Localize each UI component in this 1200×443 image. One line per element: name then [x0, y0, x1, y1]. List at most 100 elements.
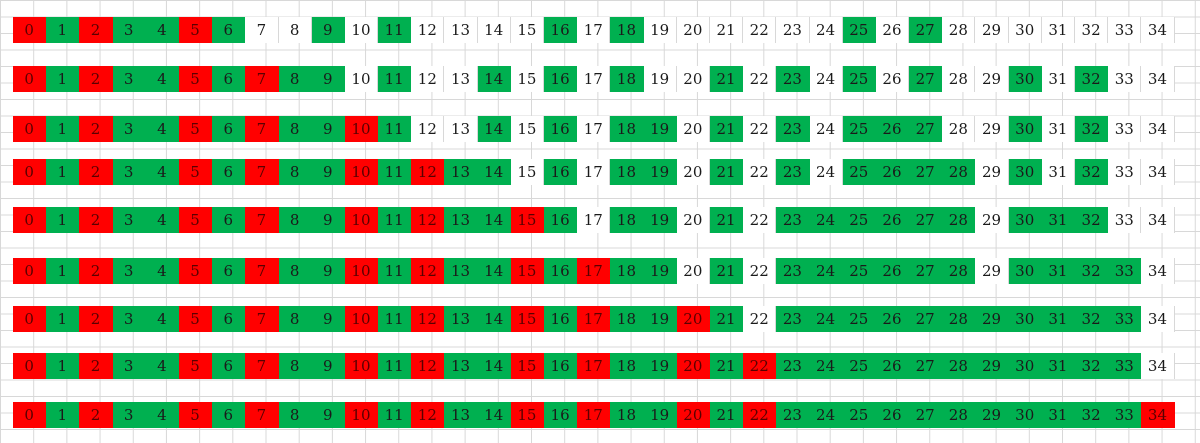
- number-cell[interactable]: 25: [842, 159, 876, 185]
- number-cell[interactable]: 30: [1008, 159, 1042, 185]
- number-cell[interactable]: 32: [1075, 402, 1109, 428]
- number-cell[interactable]: 18: [610, 353, 644, 379]
- number-cell[interactable]: 15: [510, 258, 544, 284]
- number-cell[interactable]: 20: [676, 66, 710, 92]
- number-cell[interactable]: 0: [13, 159, 47, 185]
- number-cell[interactable]: 29: [975, 306, 1009, 332]
- number-cell[interactable]: 33: [1108, 66, 1142, 92]
- number-cell[interactable]: 8: [278, 207, 312, 233]
- number-cell[interactable]: 26: [875, 66, 910, 92]
- number-cell[interactable]: 23: [776, 116, 810, 142]
- number-cell[interactable]: 8: [278, 258, 312, 284]
- number-cell[interactable]: 15: [510, 207, 544, 233]
- number-cell[interactable]: 1: [46, 116, 80, 142]
- number-cell[interactable]: 7: [245, 17, 279, 43]
- number-cell[interactable]: 28: [942, 402, 976, 428]
- number-cell[interactable]: 28: [942, 17, 976, 43]
- number-cell[interactable]: 10: [344, 207, 379, 233]
- number-cell[interactable]: 11: [378, 159, 412, 185]
- number-cell[interactable]: 2: [79, 116, 113, 142]
- number-cell[interactable]: 33: [1108, 258, 1142, 284]
- number-cell[interactable]: 25: [842, 402, 876, 428]
- number-cell[interactable]: 17: [577, 159, 611, 185]
- number-cell[interactable]: 34: [1141, 207, 1175, 233]
- number-cell[interactable]: 11: [378, 116, 412, 142]
- number-cell[interactable]: 3: [112, 402, 146, 428]
- number-cell[interactable]: 25: [842, 258, 876, 284]
- number-cell[interactable]: 11: [378, 402, 412, 428]
- number-cell[interactable]: 8: [278, 116, 312, 142]
- number-cell[interactable]: 17: [577, 116, 611, 142]
- number-cell[interactable]: 31: [1041, 116, 1075, 142]
- number-cell[interactable]: 7: [245, 402, 279, 428]
- number-cell[interactable]: 4: [145, 207, 179, 233]
- number-cell[interactable]: 3: [112, 17, 146, 43]
- number-cell[interactable]: 1: [46, 402, 80, 428]
- number-cell[interactable]: 26: [875, 116, 910, 142]
- number-cell[interactable]: 25: [842, 116, 876, 142]
- number-cell[interactable]: 3: [112, 66, 146, 92]
- number-cell[interactable]: 30: [1008, 258, 1042, 284]
- number-cell[interactable]: 21: [709, 402, 744, 428]
- number-cell[interactable]: 14: [477, 306, 511, 332]
- number-cell[interactable]: 29: [975, 207, 1009, 233]
- number-cell[interactable]: 14: [477, 207, 511, 233]
- number-cell[interactable]: 21: [709, 17, 744, 43]
- number-cell[interactable]: 29: [975, 258, 1009, 284]
- number-cell[interactable]: 23: [776, 66, 810, 92]
- number-cell[interactable]: 22: [743, 116, 777, 142]
- number-cell[interactable]: 16: [544, 66, 578, 92]
- number-cell[interactable]: 12: [411, 306, 445, 332]
- number-cell[interactable]: 2: [79, 207, 113, 233]
- number-cell[interactable]: 32: [1075, 159, 1109, 185]
- number-cell[interactable]: 22: [743, 159, 777, 185]
- number-cell[interactable]: 9: [311, 116, 345, 142]
- number-cell[interactable]: 33: [1108, 159, 1142, 185]
- number-cell[interactable]: 4: [145, 402, 179, 428]
- number-cell[interactable]: 32: [1075, 306, 1109, 332]
- number-cell[interactable]: 22: [743, 353, 777, 379]
- number-cell[interactable]: 24: [809, 353, 843, 379]
- number-cell[interactable]: 30: [1008, 207, 1042, 233]
- number-cell[interactable]: 1: [46, 306, 80, 332]
- number-cell[interactable]: 10: [344, 116, 379, 142]
- number-cell[interactable]: 8: [278, 66, 312, 92]
- number-cell[interactable]: 11: [378, 353, 412, 379]
- number-cell[interactable]: 6: [212, 66, 246, 92]
- number-cell[interactable]: 28: [942, 306, 976, 332]
- number-cell[interactable]: 10: [344, 159, 379, 185]
- number-cell[interactable]: 13: [444, 66, 478, 92]
- number-cell[interactable]: 0: [13, 66, 47, 92]
- number-cell[interactable]: 22: [743, 17, 777, 43]
- number-cell[interactable]: 19: [643, 207, 677, 233]
- number-cell[interactable]: 7: [245, 207, 279, 233]
- number-cell[interactable]: 26: [875, 306, 910, 332]
- number-cell[interactable]: 29: [975, 159, 1009, 185]
- number-cell[interactable]: 17: [577, 353, 611, 379]
- number-cell[interactable]: 24: [809, 306, 843, 332]
- number-cell[interactable]: 32: [1075, 116, 1109, 142]
- number-cell[interactable]: 13: [444, 258, 478, 284]
- number-cell[interactable]: 7: [245, 159, 279, 185]
- number-cell[interactable]: 31: [1041, 207, 1075, 233]
- number-cell[interactable]: 2: [79, 402, 113, 428]
- number-cell[interactable]: 7: [245, 353, 279, 379]
- number-cell[interactable]: 26: [875, 353, 910, 379]
- number-cell[interactable]: 4: [145, 258, 179, 284]
- number-cell[interactable]: 18: [610, 258, 644, 284]
- number-cell[interactable]: 27: [909, 116, 943, 142]
- number-cell[interactable]: 20: [676, 17, 710, 43]
- number-cell[interactable]: 28: [942, 207, 976, 233]
- number-cell[interactable]: 30: [1008, 17, 1042, 43]
- number-cell[interactable]: 26: [875, 159, 910, 185]
- number-cell[interactable]: 11: [378, 207, 412, 233]
- number-cell[interactable]: 18: [610, 306, 644, 332]
- number-cell[interactable]: 14: [477, 402, 511, 428]
- number-cell[interactable]: 12: [411, 258, 445, 284]
- number-cell[interactable]: 19: [643, 258, 677, 284]
- number-cell[interactable]: 26: [875, 402, 910, 428]
- number-cell[interactable]: 30: [1008, 402, 1042, 428]
- number-cell[interactable]: 34: [1141, 306, 1175, 332]
- number-cell[interactable]: 6: [212, 17, 246, 43]
